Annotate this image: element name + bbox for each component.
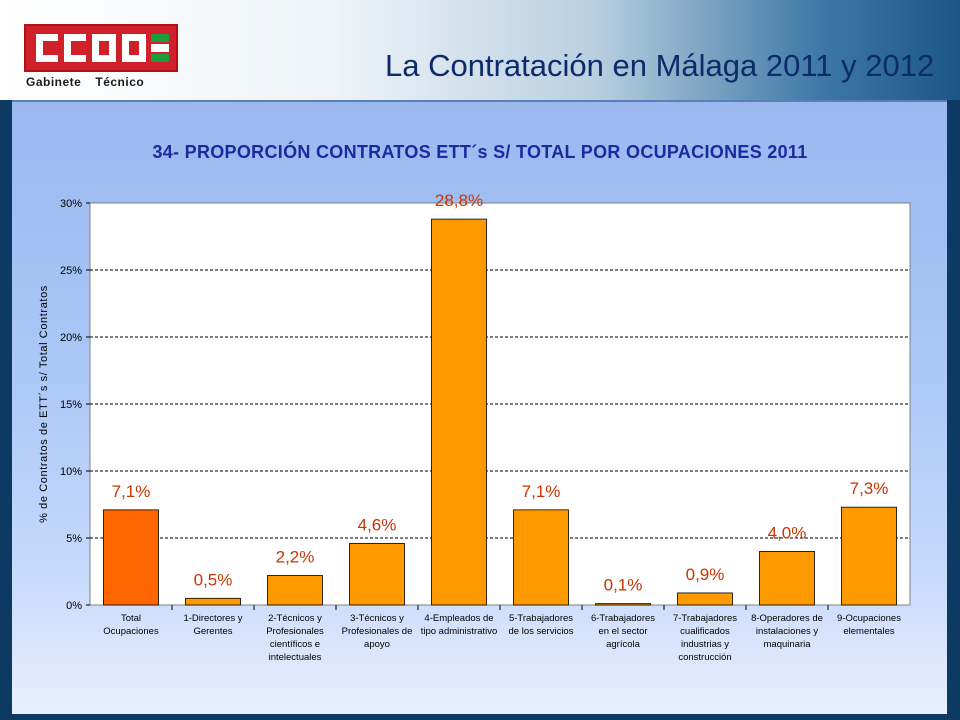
category-label-10: 9-Ocupaciones elementales bbox=[837, 613, 901, 637]
category-label-line: en el sector bbox=[598, 626, 647, 637]
category-label-9: 8-Operadores de instalaciones y maquinaria bbox=[751, 613, 823, 650]
category-label-line: tipo administrativo bbox=[421, 626, 498, 637]
bar-8 bbox=[677, 592, 733, 606]
category-label-5: 4-Empleados de tipo administrativo bbox=[421, 613, 498, 637]
bar-5 bbox=[431, 218, 487, 606]
category-label-line: industrias y bbox=[681, 639, 729, 650]
category-label-line: agrícola bbox=[606, 639, 641, 650]
category-label-line: Profesionales bbox=[266, 626, 324, 637]
chart-title: 34- PROPORCIÓN CONTRATOS ETT´s S/ TOTAL … bbox=[152, 142, 808, 162]
bar-10 bbox=[841, 506, 897, 606]
category-label-2: 1-Directores y Gerentes bbox=[183, 613, 242, 637]
logo-subtitle: Gabinete Técnico bbox=[26, 75, 176, 89]
category-label-line: 1-Directores y bbox=[183, 613, 242, 624]
y-tick-label: 10% bbox=[60, 466, 82, 478]
category-label-line: 5-Trabajadores bbox=[509, 613, 573, 624]
data-label-9: 4,0% bbox=[768, 523, 807, 542]
category-label-line: Profesionales de bbox=[342, 626, 413, 637]
category-label-line: 2-Técnicos y bbox=[268, 613, 322, 624]
y-tick-label: 30% bbox=[60, 198, 82, 210]
category-label-line: 4-Empleados de bbox=[424, 613, 493, 624]
category-label-line: de los servicios bbox=[509, 626, 574, 637]
y-tick-label: 25% bbox=[60, 265, 82, 277]
bar-9 bbox=[759, 551, 815, 606]
logo-sub-tecnico: Técnico bbox=[95, 75, 145, 89]
category-label-line: cualificados bbox=[680, 626, 730, 637]
y-axis-label: % de Contratos de ETT´s s/ Total Contrat… bbox=[38, 285, 50, 523]
bar-7 bbox=[595, 603, 651, 606]
ccoo-logo bbox=[24, 24, 178, 72]
bar-3 bbox=[267, 575, 323, 606]
data-label-8: 0,9% bbox=[686, 565, 725, 584]
category-label-7: 6-Trabajadores en el sector agrícola bbox=[591, 613, 655, 650]
bar-2 bbox=[185, 597, 241, 606]
y-tick-label: 0% bbox=[66, 600, 82, 612]
category-label-8: 7-Trabajadores cualificados industrias y co… bbox=[673, 613, 737, 663]
category-label-line: Gerentes bbox=[193, 626, 232, 637]
data-label-2: 0,5% bbox=[194, 570, 233, 589]
header-banner: Gabinete Técnico La Contratación en Málag… bbox=[0, 0, 960, 100]
category-label-line: elementales bbox=[843, 626, 894, 637]
category-label-4: 3-Técnicos y Profesionales de apoyo bbox=[342, 613, 413, 650]
category-label-line: científicos e bbox=[270, 639, 320, 650]
category-label-line: intelectuales bbox=[269, 652, 322, 663]
category-label-line: 8-Operadores de bbox=[751, 613, 823, 624]
page-title: La Contratación en Málaga 2011 y 2012 bbox=[385, 48, 935, 83]
logo-sub-gabinete: Gabinete bbox=[26, 75, 82, 89]
category-label-6: 5-Trabajadores de los servicios bbox=[509, 613, 574, 637]
category-label-line: 3-Técnicos y bbox=[350, 613, 404, 624]
ccoo-logo-mark bbox=[36, 34, 169, 62]
data-label-7: 0,1% bbox=[604, 576, 643, 595]
category-label-line: 7-Trabajadores bbox=[673, 613, 737, 624]
y-tick-label: 5% bbox=[66, 533, 82, 545]
category-label-line: instalaciones y bbox=[756, 626, 819, 637]
data-label-4: 4,6% bbox=[358, 515, 397, 534]
data-label-6: 7,1% bbox=[522, 482, 561, 501]
category-label-3: 2-Técnicos y Profesionales científicos e in… bbox=[266, 613, 324, 663]
y-tick-label: 15% bbox=[60, 399, 82, 411]
category-label-line: apoyo bbox=[364, 639, 390, 650]
bar-6 bbox=[513, 509, 569, 606]
category-label-line: maquinaria bbox=[764, 639, 812, 650]
category-label-line: 6-Trabajadores bbox=[591, 613, 655, 624]
category-label-line: Total bbox=[121, 613, 141, 624]
category-label-1: Total Ocupaciones bbox=[103, 613, 159, 637]
bar-1 bbox=[103, 509, 159, 606]
data-label-5: 28,8% bbox=[435, 191, 483, 210]
category-label-line: Ocupaciones bbox=[103, 626, 159, 637]
y-tick-label: 20% bbox=[60, 332, 82, 344]
category-label-line: 9-Ocupaciones bbox=[837, 613, 901, 624]
bar-4 bbox=[349, 542, 405, 606]
data-label-3: 2,2% bbox=[276, 548, 315, 567]
data-label-1: 7,1% bbox=[112, 482, 151, 501]
category-label-line: construcción bbox=[678, 652, 731, 663]
data-label-10: 7,3% bbox=[850, 479, 889, 498]
